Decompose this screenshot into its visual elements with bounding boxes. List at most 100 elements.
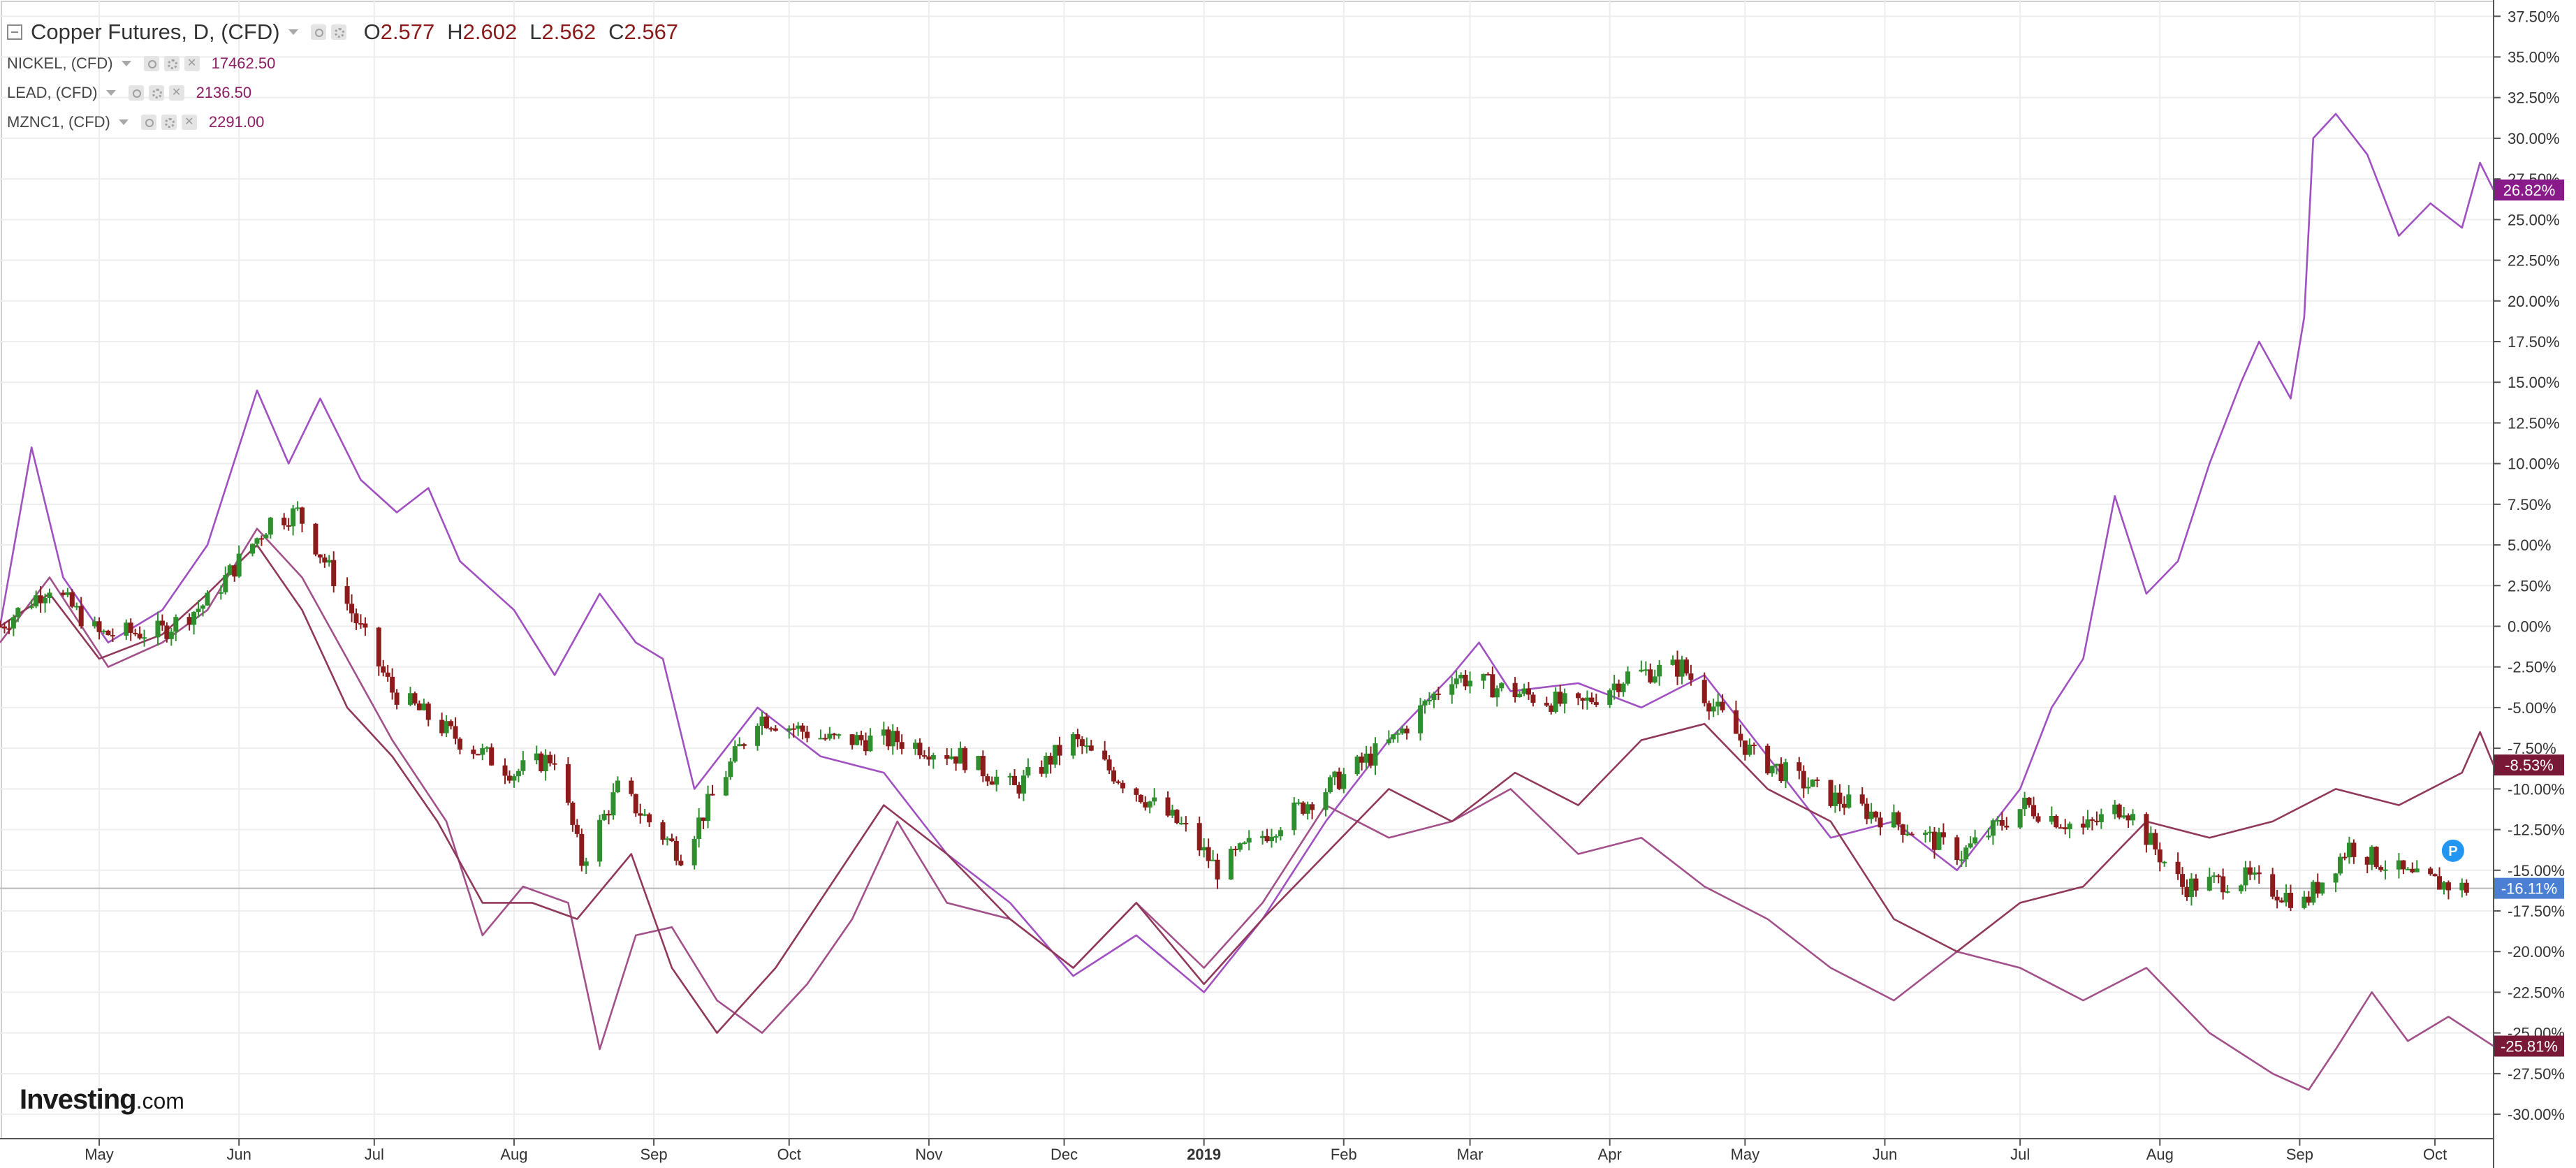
candle-body bbox=[994, 776, 1000, 785]
candle-body bbox=[2342, 856, 2348, 859]
candle-body bbox=[1025, 766, 1031, 776]
candle-body bbox=[930, 755, 936, 760]
candle-body bbox=[1400, 728, 1405, 733]
candle-body bbox=[326, 560, 332, 563]
candle-body bbox=[1354, 757, 1360, 775]
x-tick-label: Sep bbox=[2286, 1146, 2313, 1163]
candle-body bbox=[2306, 896, 2311, 903]
candle-body bbox=[2162, 861, 2167, 863]
candle-body bbox=[863, 740, 868, 752]
candle-body bbox=[2112, 804, 2118, 815]
caret-down-icon[interactable] bbox=[105, 90, 116, 96]
candle-body bbox=[1075, 734, 1081, 740]
legend-row-zinc[interactable]: MZNC1, (CFD) ✕ 2291.00 bbox=[7, 108, 678, 137]
eye-icon[interactable] bbox=[143, 56, 159, 71]
eye-icon[interactable] bbox=[128, 85, 144, 101]
candle-body bbox=[917, 743, 923, 756]
p-marker-icon[interactable]: P bbox=[2441, 839, 2464, 862]
series-line-zinc[interactable] bbox=[0, 543, 2495, 1034]
y-tick-label: -2.50% bbox=[2508, 659, 2556, 676]
eye-icon[interactable] bbox=[140, 115, 156, 130]
gear-icon[interactable] bbox=[330, 24, 346, 40]
gear-icon[interactable] bbox=[161, 115, 177, 130]
candle-body bbox=[2211, 875, 2217, 877]
gear-icon[interactable] bbox=[148, 85, 164, 101]
close-icon[interactable]: ✕ bbox=[184, 56, 200, 71]
close-icon[interactable]: ✕ bbox=[168, 85, 184, 101]
candle-body bbox=[710, 794, 715, 796]
candle-body bbox=[732, 746, 738, 762]
candle-body bbox=[886, 729, 891, 747]
candle-body bbox=[137, 634, 142, 638]
candle-body bbox=[1968, 843, 1973, 848]
candle-body bbox=[1896, 812, 1901, 825]
candle-body bbox=[836, 734, 842, 736]
candle-body bbox=[800, 725, 805, 732]
gear-icon[interactable] bbox=[163, 56, 180, 71]
candle-body bbox=[1720, 701, 1725, 710]
candle-body bbox=[2098, 814, 2104, 822]
candle-body bbox=[1395, 733, 1400, 735]
p-marker-circle[interactable] bbox=[2441, 839, 2464, 862]
candle-body bbox=[1521, 688, 1527, 694]
candle-body bbox=[200, 605, 206, 609]
legend-row-lead[interactable]: LEAD, (CFD) ✕ 2136.50 bbox=[7, 78, 678, 108]
low-value: 2.562 bbox=[541, 20, 597, 44]
candle-body bbox=[2193, 878, 2199, 891]
candle-body bbox=[818, 738, 824, 740]
candle-body bbox=[2125, 815, 2131, 821]
candle-body bbox=[552, 763, 557, 765]
candle-body bbox=[1733, 710, 1739, 734]
legend-main-row[interactable]: Copper Futures, D, (CFD) O 2.577 H 2.602 L… bbox=[7, 15, 678, 49]
candle-body bbox=[2414, 868, 2420, 873]
eye-icon[interactable] bbox=[310, 24, 326, 40]
legend-main-title[interactable]: Copper Futures, D, (CFD) bbox=[31, 20, 280, 44]
candle-body bbox=[15, 608, 21, 618]
candle-body bbox=[1481, 673, 1486, 681]
candle-body bbox=[976, 756, 981, 771]
legend-row-nickel[interactable]: NICKEL, (CFD) ✕ 17462.50 bbox=[7, 49, 678, 78]
candle-body bbox=[1147, 801, 1152, 808]
legend-zinc-value: 2291.00 bbox=[208, 113, 265, 131]
legend-lead-label[interactable]: LEAD, (CFD) bbox=[7, 84, 98, 101]
candle-body bbox=[1305, 804, 1310, 814]
candle-body bbox=[669, 838, 675, 841]
x-axis[interactable]: May Jun Jul Aug Sep Oct Nov Dec 2019 Feb Mar Apr May… bbox=[0, 1138, 2494, 1163]
candle-body bbox=[1323, 792, 1329, 810]
candle-body bbox=[1837, 792, 1843, 804]
candle-body bbox=[1368, 753, 1374, 766]
candle-body bbox=[1738, 733, 1743, 741]
candle-body bbox=[349, 604, 355, 614]
y-tick-label: -17.50% bbox=[2508, 903, 2565, 920]
candle-body bbox=[1549, 705, 1554, 713]
caret-down-icon[interactable] bbox=[118, 119, 129, 125]
candle-body bbox=[1012, 775, 1018, 785]
candle-body bbox=[2054, 816, 2059, 828]
candle-body bbox=[597, 819, 603, 862]
candle-body bbox=[1278, 830, 1283, 837]
x-tick-label: May bbox=[85, 1146, 114, 1163]
x-tick-label: Nov bbox=[915, 1146, 942, 1163]
close-icon[interactable]: ✕ bbox=[181, 115, 197, 130]
investing-logo[interactable]: Investing.com bbox=[20, 1084, 184, 1116]
caret-down-icon[interactable] bbox=[288, 29, 298, 35]
candle-body bbox=[1084, 745, 1090, 747]
legend-nickel-label[interactable]: NICKEL, (CFD) bbox=[7, 54, 113, 72]
badge-label-copper: -16.11% bbox=[2501, 880, 2557, 898]
candle-body bbox=[1138, 794, 1143, 803]
y-axis[interactable]: 37.50%35.00%32.50%30.00%27.50%25.00%22.5… bbox=[2493, 0, 2565, 1168]
candle-body bbox=[1210, 859, 1216, 861]
candle-body bbox=[1, 626, 7, 629]
candle-body bbox=[895, 731, 900, 743]
candle-body bbox=[2144, 814, 2149, 845]
candle-body bbox=[232, 565, 237, 577]
minus-square-icon[interactable] bbox=[7, 24, 22, 40]
legend-zinc-label[interactable]: MZNC1, (CFD) bbox=[7, 113, 110, 131]
caret-down-icon[interactable] bbox=[121, 61, 131, 66]
candle-body bbox=[1927, 831, 1933, 833]
high-value: 2.602 bbox=[462, 20, 518, 44]
y-tick-label: 10.00% bbox=[2508, 455, 2560, 473]
candle-body bbox=[1269, 836, 1275, 842]
candle-body bbox=[1039, 766, 1044, 774]
